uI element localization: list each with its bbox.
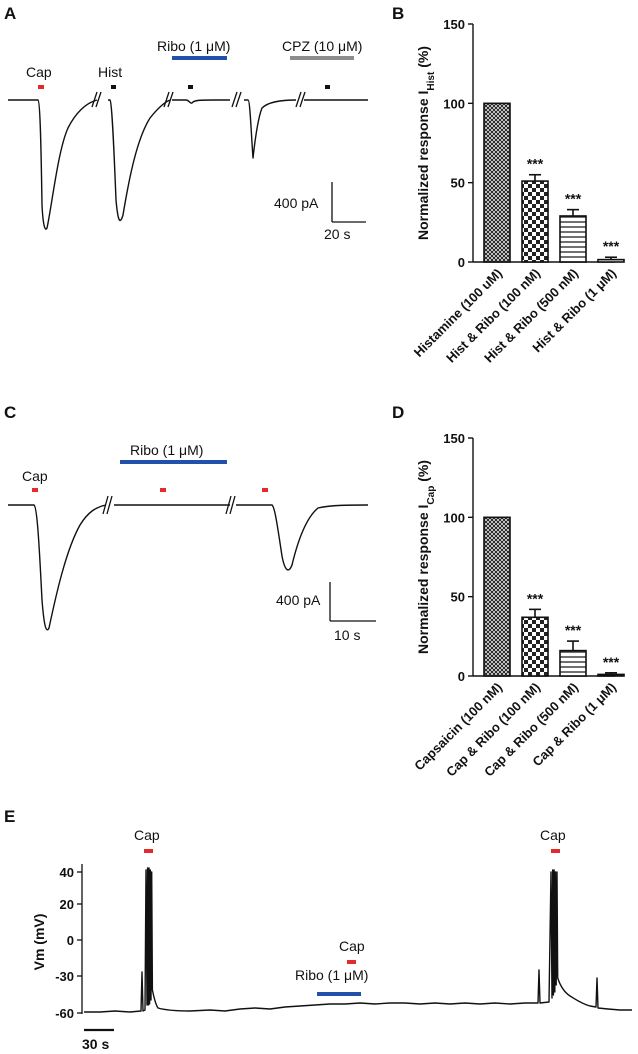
- y-tick-label-e: 20: [60, 897, 74, 912]
- cap-label-c: Cap: [22, 468, 48, 484]
- scale-bar-a: [331, 182, 366, 223]
- voltage-trace-e: [84, 867, 632, 1013]
- ribo-label-a: Ribo (1 μM): [157, 38, 230, 54]
- y-tick-label: 100: [443, 510, 465, 525]
- bar: [597, 673, 625, 677]
- cap-bar-e1: [144, 849, 153, 853]
- significance-label: ***: [565, 622, 582, 638]
- hist-marker-a3: [325, 85, 330, 89]
- panel-c: C Cap Ribo (1 μM) 400 pA 10 s: [4, 403, 376, 643]
- ribo-bar-a: [172, 56, 227, 60]
- y-tick-label: 0: [458, 255, 465, 270]
- y-tick-label-e: -60: [55, 1006, 74, 1021]
- panel-b: B 0 50 100 150 Normalized response IHist (%)…: [392, 4, 625, 366]
- panel-a: A Cap Hist Ribo (1 μM) CPZ (10 μM) 400 p…: [4, 4, 368, 242]
- scale-x-label-e: 30 s: [82, 1036, 109, 1052]
- ribo-bar-e: [317, 992, 361, 996]
- cap-bar-c3: [262, 488, 268, 492]
- bar: [559, 649, 587, 677]
- cap-bar-e3: [551, 849, 560, 853]
- y-tick-label: 50: [451, 176, 465, 191]
- ribo-label-e: Ribo (1 μM): [295, 967, 368, 983]
- cap-bar-e2: [347, 960, 356, 964]
- panel-label-e: E: [4, 807, 15, 826]
- ribo-label-c: Ribo (1 μM): [130, 442, 203, 458]
- cpz-label-a: CPZ (10 μM): [282, 38, 362, 54]
- significance-label: ***: [527, 156, 544, 172]
- y-tick-label: 0: [458, 669, 465, 684]
- y-tick-label: 100: [443, 96, 465, 111]
- axis-break-a: [91, 91, 306, 108]
- cap-label-e3: Cap: [540, 827, 566, 843]
- hist-marker-a1: [111, 85, 116, 89]
- y-tick-label-e: 0: [67, 933, 74, 948]
- y-tick-label: 50: [451, 590, 465, 605]
- y-tick-label: 150: [443, 17, 465, 32]
- panel-label-a: A: [4, 4, 16, 23]
- y-tick-label-e: 40: [60, 865, 74, 880]
- bar: [483, 516, 511, 677]
- y-axis-label-e: Vm (mV): [31, 914, 47, 971]
- scale-y-label-c: 400 pA: [276, 592, 321, 608]
- cpz-bar-a: [290, 56, 354, 60]
- bar: [559, 215, 587, 263]
- hist-marker-a2: [188, 85, 193, 89]
- panel-label-d: D: [392, 403, 404, 422]
- y-tick-label: 150: [443, 431, 465, 446]
- scale-y-label-a: 400 pA: [274, 195, 319, 211]
- axis-break-c: [102, 495, 236, 515]
- cap-label-e1: Cap: [134, 827, 160, 843]
- y-axis-label: Normalized response IHist (%): [415, 46, 437, 240]
- y-tick-label-e: -30: [55, 969, 74, 984]
- panel-label-b: B: [392, 4, 404, 23]
- significance-label: ***: [565, 191, 582, 207]
- panel-e: E Cap Cap Ribo (1 μM) Cap 40 20 0 -30 -6…: [4, 807, 632, 1052]
- significance-label: ***: [603, 654, 620, 670]
- scale-x-label-c: 10 s: [334, 627, 360, 643]
- scale-bar-c: [329, 582, 376, 622]
- bar: [521, 180, 549, 263]
- current-trace-c: [8, 504, 369, 631]
- cap-bar-c2: [160, 488, 166, 492]
- y-ticks-e: [77, 871, 82, 1014]
- cap-bar-a: [38, 85, 44, 89]
- cap-label-e2: Cap: [339, 938, 365, 954]
- significance-label: ***: [603, 238, 620, 254]
- cap-label-a: Cap: [26, 64, 52, 80]
- y-axis-label: Normalized response ICap (%): [415, 460, 437, 654]
- significance-label: ***: [527, 590, 544, 606]
- hist-label-a: Hist: [98, 64, 122, 80]
- bar: [483, 102, 511, 263]
- cap-bar-c1: [32, 488, 38, 492]
- panel-label-c: C: [4, 403, 16, 422]
- scale-x-label-a: 20 s: [324, 226, 350, 242]
- bar: [597, 258, 625, 263]
- current-trace-a: [8, 99, 368, 230]
- ribo-bar-c: [120, 460, 227, 464]
- bar: [521, 616, 549, 677]
